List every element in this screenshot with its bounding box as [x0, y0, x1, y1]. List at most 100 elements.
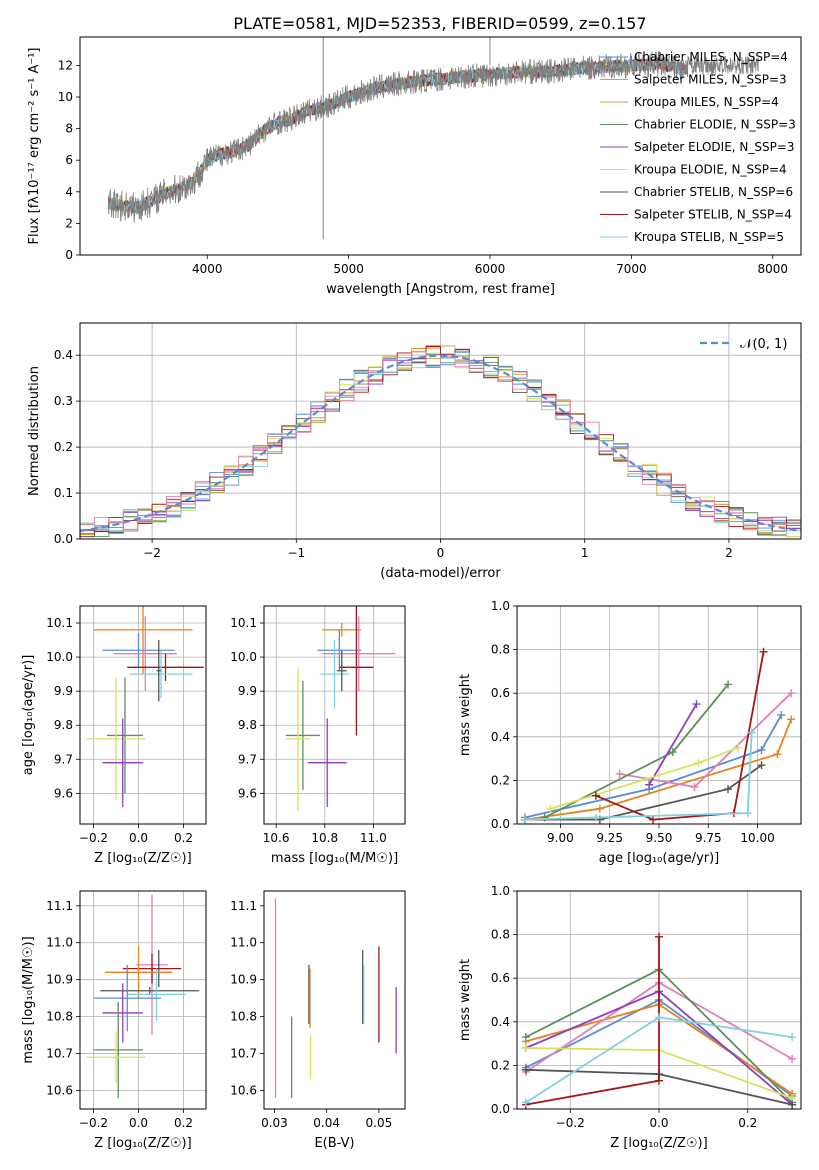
weight-marker [690, 782, 699, 791]
y-tick-label: 10 [58, 90, 73, 104]
plot-age_vs_Z: −0.2 0.0 0.2 9.6 9.7 9.8 9.9 10.0 10.1 Z [log₁₀(Z… [21, 605, 207, 866]
x-tick-label: −0.2 [556, 1116, 585, 1130]
y-tick-label: 9.7 [54, 752, 73, 766]
x-tick-label: 10.8 [311, 831, 338, 845]
y-tick-label: 11.1 [230, 899, 257, 913]
x-axis-label: mass [log₁₀(M/M☉)] [271, 851, 398, 866]
y-tick-label: 9.8 [54, 718, 73, 732]
y-tick-label: 0.2 [491, 773, 510, 787]
x-tick-label: 1 [581, 546, 589, 560]
plot-area [285, 606, 396, 811]
y-tick-label: 0.8 [491, 643, 510, 657]
x-tick-label: 0.05 [366, 1116, 393, 1130]
x-tick-label: 6000 [475, 262, 506, 276]
y-tick-label: 2 [65, 216, 73, 230]
y-tick-label: 10.1 [230, 616, 257, 630]
y-axis-label: age [log₁₀(age/yr)] [21, 655, 36, 776]
weight-marker [595, 804, 604, 813]
weight-marker [645, 780, 654, 789]
y-tick-label: 10.8 [46, 1010, 73, 1024]
x-tick-label: 0.0 [649, 1116, 668, 1130]
y-tick-label: 0.6 [491, 971, 510, 985]
y-tick-label: 10.1 [46, 616, 73, 630]
plot-area [274, 898, 397, 1098]
x-tick-label: 2 [725, 546, 733, 560]
x-tick-label: 0 [437, 546, 445, 560]
weight-marker [724, 680, 733, 689]
weight-marker [724, 785, 733, 794]
plot-residuals: −2 −1 0 1 2 0.0 0.1 0.2 0.3 0.4 (data-model)/error… [27, 322, 802, 581]
y-tick-label: 4 [65, 185, 73, 199]
y-tick-label: 0.0 [491, 817, 510, 831]
weight-marker [743, 809, 752, 818]
x-tick-label: 8000 [757, 262, 788, 276]
axes-frame [79, 36, 802, 256]
gaussian-curve [80, 354, 801, 532]
legend-label: Kroupa ELODIE, N_SSP=4 [634, 163, 787, 177]
legend-label: Salpeter STELIB, N_SSP=4 [634, 208, 792, 222]
legend-label: Kroupa MILES, N_SSP=4 [634, 95, 779, 109]
weight-marker [655, 1076, 663, 1085]
x-axis-label: E(B-V) [314, 1136, 354, 1151]
chart-layer: 4000 5000 6000 7000 8000024681012wavelength … [21, 36, 802, 1151]
y-tick-label: 11.0 [46, 936, 73, 950]
weight-marker [521, 1033, 530, 1042]
weight-marker [692, 700, 701, 709]
y-tick-label: 9.9 [238, 684, 257, 698]
y-tick-label: 8 [65, 122, 73, 136]
y-tick-label: 9.7 [238, 752, 257, 766]
x-tick-label: 9.00 [547, 831, 574, 845]
weight-marker [788, 1033, 797, 1042]
weight-marker [787, 715, 796, 724]
y-tick-label: 0.0 [54, 532, 73, 546]
y-tick-label: 0.1 [54, 486, 73, 500]
legend-label: Salpeter MILES, N_SSP=3 [634, 73, 787, 87]
x-tick-label: 0.2 [174, 1116, 193, 1130]
legend-label: Chabrier STELIB, N_SSP=6 [634, 185, 793, 199]
y-tick-label: 9.6 [238, 786, 257, 800]
weight-line [524, 764, 763, 821]
weight-marker [521, 1098, 530, 1107]
plot-area [86, 606, 204, 807]
x-tick-label: −0.2 [79, 1116, 108, 1130]
y-tick-label: 11.0 [230, 936, 257, 950]
x-axis-label: Z [log₁₀(Z/Z☉)] [610, 1136, 707, 1151]
x-tick-label: −0.2 [79, 831, 108, 845]
x-tick-label: 0.0 [129, 831, 148, 845]
y-tick-label: 10.7 [46, 1047, 73, 1061]
x-tick-label: 9.25 [596, 831, 623, 845]
plot-spectrum: 4000 5000 6000 7000 8000 0 2 4 6 8 10 12 wavelength … [27, 36, 802, 297]
axes-frame [79, 605, 207, 825]
plot-area [520, 647, 796, 824]
y-tick-label: 0.3 [54, 394, 73, 408]
y-tick-label: 12 [58, 58, 73, 72]
weight-marker [787, 689, 796, 698]
legend-label: 𝒩(0, 1) [740, 337, 787, 352]
axes-frame [79, 890, 207, 1110]
weight-line [524, 714, 783, 819]
y-tick-label: 11.1 [46, 899, 73, 913]
y-tick-label: 10.0 [46, 650, 73, 664]
x-tick-label: −1 [287, 546, 305, 560]
weight-line [619, 692, 792, 788]
x-axis-label: wavelength [Angstrom, rest frame] [326, 282, 555, 297]
y-tick-label: 0.4 [491, 1015, 510, 1029]
x-tick-label: 4000 [192, 262, 223, 276]
plot-weight_vs_age: 9.00 9.25 9.50 9.75 10.00 0.0 0.2 0.4 0.6 0.8 1.0 a… [458, 599, 802, 866]
y-tick-label: 1.0 [491, 599, 510, 613]
weight-marker [788, 1100, 797, 1109]
weight-marker [757, 745, 766, 754]
x-tick-label: 9.75 [695, 831, 722, 845]
weight-marker [521, 1043, 530, 1052]
weight-marker [773, 750, 782, 759]
axes-frame [263, 605, 406, 825]
plot-weight_vs_Z: −0.2 0.0 0.2 0.0 0.2 0.4 0.6 0.8 1.0 Z [log₁₀(Z/Z… [458, 884, 802, 1151]
weight-line [525, 936, 660, 1106]
x-tick-label: 0.04 [313, 1116, 340, 1130]
weight-marker [591, 791, 600, 800]
weight-marker [733, 743, 742, 752]
y-tick-label: 9.9 [54, 684, 73, 698]
x-tick-label: 10.00 [740, 831, 774, 845]
weight-marker [546, 804, 555, 813]
axes-frame [516, 605, 802, 825]
